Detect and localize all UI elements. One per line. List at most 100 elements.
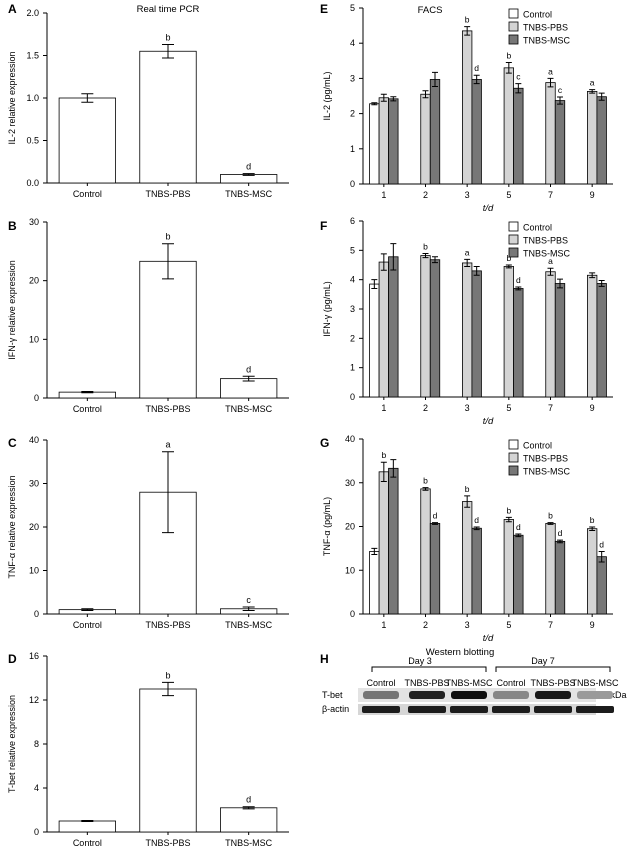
- significance-label: a: [548, 66, 553, 76]
- error-bar: [473, 526, 480, 531]
- x-tick-label: 3: [465, 403, 470, 413]
- error-bar: [557, 278, 563, 289]
- legend-label: Control: [523, 10, 552, 20]
- tbet-band: [493, 691, 529, 699]
- bar: [462, 501, 473, 615]
- significance-label: d: [516, 275, 521, 285]
- y-tick-label: 0: [34, 393, 39, 403]
- legend-label: TNBS-MSC: [523, 249, 571, 259]
- y-tick-label: 10: [29, 566, 39, 576]
- row-label: β-actin: [322, 704, 349, 714]
- x-tick-label: TNBS-PBS: [145, 189, 190, 199]
- error-bar: [422, 253, 429, 259]
- x-tick-label: 7: [548, 403, 553, 413]
- actin-band: [362, 706, 400, 713]
- significance-label: d: [599, 539, 604, 549]
- bar: [378, 261, 389, 398]
- x-tick-label: Control: [73, 404, 102, 414]
- error-bar: [589, 89, 596, 94]
- bar: [471, 79, 482, 185]
- x-tick-label: Control: [73, 838, 102, 847]
- error-bar: [380, 461, 387, 482]
- x-tick-label: 5: [506, 620, 511, 630]
- bar: [388, 256, 399, 398]
- bar: [545, 523, 556, 615]
- significance-label: b: [465, 15, 470, 25]
- significance-label: a: [165, 440, 170, 450]
- y-tick-label: 5: [350, 3, 355, 13]
- legend-label: TNBS-PBS: [523, 454, 568, 464]
- x-tick-label: TNBS-MSC: [225, 404, 273, 414]
- error-bar: [162, 681, 174, 697]
- legend-swatch: [508, 465, 519, 476]
- x-tick-label: 9: [590, 190, 595, 200]
- y-tick-label: 0: [34, 609, 39, 619]
- lane-label: Control: [366, 678, 395, 688]
- x-tick-label: TNBS-MSC: [225, 620, 273, 630]
- bar: [596, 96, 607, 185]
- bar: [429, 79, 441, 185]
- error-bar: [505, 62, 512, 74]
- y-tick-label: 20: [345, 522, 355, 532]
- x-tick-label: TNBS-PBS: [145, 838, 190, 847]
- error-bar: [162, 243, 174, 280]
- panel-label: D: [8, 652, 17, 666]
- legend-label: TNBS-MSC: [523, 36, 571, 46]
- error-bar: [242, 173, 255, 176]
- significance-label: b: [423, 476, 428, 486]
- bar: [503, 519, 514, 615]
- actin-band: [534, 706, 572, 713]
- error-bar: [162, 451, 174, 534]
- y-tick-label: 1: [350, 363, 355, 373]
- x-tick-label: 7: [548, 620, 553, 630]
- error-bar: [81, 391, 94, 394]
- x-tick-label: 5: [506, 403, 511, 413]
- y-tick-label: 12: [29, 695, 39, 705]
- error-bar: [390, 459, 397, 478]
- y-tick-label: 10: [29, 334, 39, 344]
- bar: [139, 260, 197, 399]
- x-tick-label: 3: [465, 190, 470, 200]
- x-tick-label: 5: [506, 190, 511, 200]
- error-bar: [380, 253, 387, 271]
- x-tick-label: 2: [423, 620, 428, 630]
- x-tick-label: 1: [381, 403, 386, 413]
- y-tick-label: 0: [350, 392, 355, 402]
- error-bar: [557, 539, 563, 544]
- x-tick-label: 7: [548, 190, 553, 200]
- y-axis-label: TNF-α (pg/mL): [322, 497, 332, 556]
- significance-label: d: [246, 364, 251, 374]
- error-bar: [432, 256, 438, 264]
- y-axis-label: IL-2 (pg/mL): [322, 71, 332, 120]
- bar: [420, 255, 431, 398]
- tbet-band: [363, 691, 399, 699]
- y-tick-label: 30: [29, 217, 39, 227]
- tbet-band: [577, 691, 613, 699]
- actin-band: [450, 706, 488, 713]
- error-bar: [589, 526, 596, 531]
- x-tick-label: TNBS-PBS: [145, 620, 190, 630]
- significance-label: b: [165, 670, 170, 680]
- significance-label: b: [506, 51, 511, 61]
- bar: [513, 534, 524, 615]
- actin-band: [408, 706, 446, 713]
- row-label: T-bet: [322, 690, 343, 700]
- error-bar: [162, 43, 174, 59]
- panel-label: B: [8, 219, 17, 233]
- error-bar: [598, 280, 605, 287]
- significance-label: a: [548, 256, 553, 266]
- error-bar: [371, 279, 378, 289]
- lane-label: TNBS-MSC: [446, 678, 494, 688]
- significance-label: d: [246, 162, 251, 172]
- y-tick-label: 4: [350, 38, 355, 48]
- error-bar: [371, 547, 378, 555]
- legend-swatch: [508, 34, 519, 45]
- error-bar: [598, 550, 605, 563]
- actin-band: [492, 706, 530, 713]
- x-tick-label: 2: [423, 190, 428, 200]
- legend-swatch: [508, 21, 519, 32]
- group-bracket: [495, 666, 611, 672]
- y-tick-label: 3: [350, 304, 355, 314]
